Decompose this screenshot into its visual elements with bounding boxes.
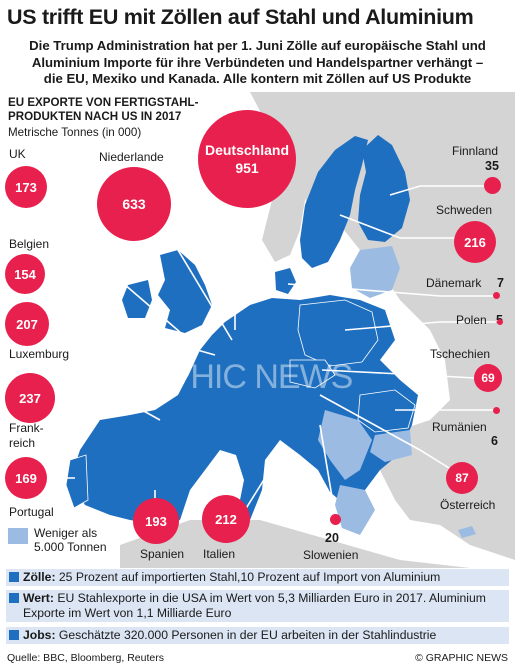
value-rumaenien: 6 <box>491 434 498 448</box>
bubble-rumaenien <box>493 407 500 414</box>
chart-title-line: produkten nach US in 2017 <box>8 110 182 123</box>
label-frankreich: Frank-reich <box>9 421 44 450</box>
bubble-slowenien <box>330 514 341 525</box>
label-slowenien: Slowenien <box>303 548 359 562</box>
label-schweden: Schweden <box>436 203 493 217</box>
subtitle-line: Die Trump Administration hat per 1. Juni… <box>29 38 486 53</box>
bubble-tschechien: 69 <box>474 364 502 392</box>
page-subtitle: Die Trump Administration hat per 1. Juni… <box>0 38 515 88</box>
value-daenemark: 7 <box>497 276 504 290</box>
chart-unit: Metrische Tonnes (in 000) <box>8 126 142 139</box>
info-body: Geschätzte 320.000 Personen in der EU ar… <box>58 628 437 642</box>
info-label: Wert: <box>23 591 54 605</box>
info-body: 25 Prozent auf importierten Stahl,10 Pro… <box>58 570 441 584</box>
label-oesterreich: Österreich <box>440 498 496 512</box>
copyright: © GRAPHIC NEWS <box>415 652 508 664</box>
bullet-square-icon <box>9 630 19 640</box>
bubble-value-deutschland: 951 <box>235 160 259 176</box>
bubble-oesterreich: 87 <box>446 462 478 494</box>
info-text: Wert: EU Stahlexporte in die USA im Wert… <box>23 591 508 621</box>
norway <box>262 104 392 262</box>
bubble-daenemark <box>493 292 500 299</box>
bubble-polen <box>497 319 503 325</box>
value-finnland: 35 <box>485 159 499 173</box>
bubble-schweden: 216 <box>454 221 496 263</box>
legend-text: Weniger als 5.000 Tonnen <box>34 526 107 554</box>
bubble-belgien: 154 <box>5 254 45 294</box>
greece-light <box>335 485 375 535</box>
info-label: Jobs: <box>23 628 56 642</box>
bubble-uk: 173 <box>5 166 47 208</box>
bubble-label-deutschland: Deutschland <box>204 142 289 158</box>
label-niederlande: Niederlande <box>99 150 164 164</box>
info-zoelle: Zölle: 25 Prozent auf importierten Stahl… <box>6 569 509 586</box>
label-belgien: Belgien <box>9 237 50 251</box>
subtitle-line: Aluminium Importe für ihre Verbündeten u… <box>31 54 484 70</box>
bubble-deutschland: Deutschland 951 <box>198 110 296 208</box>
label-uk: UK <box>9 147 26 161</box>
subtitle-line: die EU, Mexiko und Kanada. Alle kontern … <box>43 71 472 86</box>
label-portugal: Portugal <box>9 505 54 519</box>
czechia <box>289 359 336 389</box>
chart-title-line: EU Exporte von Fertigstahl- <box>8 96 199 109</box>
watermark: GRAPHIC NEWS <box>98 358 353 396</box>
bubble-spanien: 193 <box>133 498 179 544</box>
info-text: Zölle: 25 Prozent auf importierten Stahl… <box>23 570 508 585</box>
bubble-italien: 212 <box>202 495 250 543</box>
bullet-square-icon <box>9 572 19 582</box>
cyprus <box>458 526 476 538</box>
info-body: EU Stahlexporte in die USA im Wert von 5… <box>23 591 486 620</box>
info-text: Jobs: Geschätzte 320.000 Personen in der… <box>23 628 508 643</box>
label-daenemark: Dänemark <box>426 276 482 290</box>
sweden <box>300 136 368 268</box>
bubble-portugal: 169 <box>5 457 47 499</box>
label-polen: Polen <box>456 313 487 327</box>
legend-line: 5.000 Tonnen <box>34 540 107 554</box>
label-spanien: Spanien <box>140 547 185 561</box>
label-tschechien: Tschechien <box>430 347 491 361</box>
bubble-niederlande: 633 <box>97 167 171 241</box>
source-note: Quelle: BBC, Bloomberg, Reuters <box>7 652 164 664</box>
page-title: US trifft EU mit Zöllen auf Stahl und Al… <box>7 5 474 29</box>
bubble-finnland <box>484 177 501 194</box>
portugal <box>65 454 89 509</box>
chart-title: EU Exporte von Fertigstahl- produkten na… <box>8 96 228 124</box>
bullet-square-icon <box>9 593 19 603</box>
label-finnland: Finnland <box>452 144 499 158</box>
poland <box>297 299 379 367</box>
info-label: Zölle: <box>23 570 56 584</box>
bubble-frankreich: 237 <box>5 373 55 423</box>
label-rumaenien: Rumänien <box>432 420 487 434</box>
info-wert: Wert: EU Stahlexporte in die USA im Wert… <box>6 590 509 622</box>
bubble-luxemburg: 207 <box>5 302 49 346</box>
label-luxemburg: Luxemburg <box>9 347 70 361</box>
legend-swatch <box>8 528 28 544</box>
value-slowenien: 20 <box>325 531 339 545</box>
info-jobs: Jobs: Geschätzte 320.000 Personen in der… <box>6 627 509 644</box>
legend-line: Weniger als <box>34 526 98 540</box>
label-italien: Italien <box>203 547 236 561</box>
